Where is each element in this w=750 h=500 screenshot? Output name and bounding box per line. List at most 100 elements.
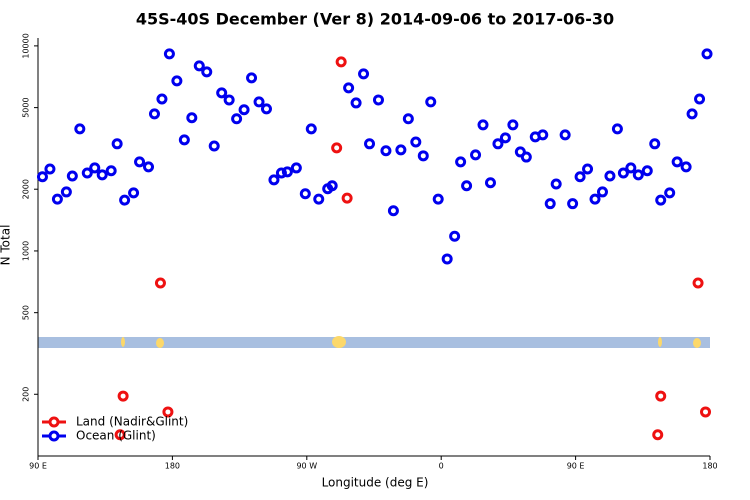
- point: [477, 119, 489, 131]
- x-tick-label: 180: [165, 462, 180, 471]
- y-axis-label: N Total: [0, 225, 13, 266]
- point: [559, 129, 571, 141]
- land-patch: [332, 336, 346, 348]
- point: [290, 162, 302, 174]
- point: [154, 277, 166, 289]
- point: [425, 96, 437, 108]
- land-patch: [121, 337, 125, 347]
- point: [186, 112, 198, 124]
- point: [455, 156, 467, 168]
- point: [162, 406, 174, 418]
- point: [632, 169, 644, 181]
- point: [372, 94, 384, 106]
- y-tick-label: 10000: [22, 33, 31, 58]
- point: [655, 194, 667, 206]
- point: [156, 93, 168, 105]
- legend-label: Land (Nadir&Glint): [76, 415, 188, 429]
- legend-marker: [48, 416, 60, 428]
- point: [105, 165, 117, 177]
- point: [223, 94, 235, 106]
- point: [171, 75, 183, 87]
- point: [246, 72, 258, 84]
- point: [343, 82, 355, 94]
- point: [358, 68, 370, 80]
- point: [470, 149, 482, 161]
- point: [331, 142, 343, 154]
- point: [193, 60, 205, 72]
- point: [60, 186, 72, 198]
- point: [231, 113, 243, 125]
- point: [686, 108, 698, 120]
- point: [671, 156, 683, 168]
- chart-title: 45S-40S December (Ver 8) 2014-09-06 to 2…: [136, 10, 614, 29]
- land-ocean-strip: [38, 336, 710, 348]
- point: [275, 167, 287, 179]
- point: [163, 48, 175, 60]
- x-tick-label: 90 W: [296, 462, 317, 471]
- point: [253, 96, 265, 108]
- point: [350, 97, 362, 109]
- point: [395, 144, 407, 156]
- point: [143, 161, 155, 173]
- point: [432, 193, 444, 205]
- point: [582, 163, 594, 175]
- point: [441, 253, 453, 265]
- land-patch: [156, 338, 164, 348]
- point: [387, 205, 399, 217]
- point: [364, 138, 376, 150]
- x-tick-label: 0: [439, 462, 444, 471]
- land-patch: [693, 338, 701, 348]
- point: [537, 129, 549, 141]
- point: [313, 193, 325, 205]
- point: [208, 140, 220, 152]
- point: [567, 198, 579, 210]
- point: [574, 171, 586, 183]
- point: [410, 136, 422, 148]
- point: [461, 180, 473, 192]
- x-tick-label: 90 E: [29, 462, 47, 471]
- point: [449, 230, 461, 242]
- point: [268, 174, 280, 186]
- x-axis-label: Longitude (deg E): [322, 476, 429, 490]
- point: [96, 169, 108, 181]
- point: [111, 138, 123, 150]
- point: [649, 138, 661, 150]
- point: [701, 48, 713, 60]
- point: [128, 187, 140, 199]
- point: [589, 193, 601, 205]
- point: [134, 156, 146, 168]
- point: [238, 104, 250, 116]
- point: [260, 103, 272, 115]
- point: [380, 145, 392, 157]
- point: [299, 188, 311, 200]
- point: [700, 406, 712, 418]
- y-tick-label: 200: [22, 387, 31, 402]
- point: [499, 132, 511, 144]
- point: [664, 187, 676, 199]
- point: [680, 161, 692, 173]
- y-tick-label: 5000: [22, 97, 31, 117]
- point: [507, 119, 519, 131]
- y-tick-label: 1000: [22, 241, 31, 261]
- point: [74, 123, 86, 135]
- point: [305, 123, 317, 135]
- point: [44, 163, 56, 175]
- point: [611, 123, 623, 135]
- point: [520, 151, 532, 163]
- point: [281, 166, 293, 178]
- point: [617, 167, 629, 179]
- point: [335, 56, 347, 68]
- point: [117, 390, 129, 402]
- point: [604, 170, 616, 182]
- point: [66, 170, 78, 182]
- land-patch: [658, 337, 662, 347]
- point: [341, 192, 353, 204]
- point: [201, 66, 213, 78]
- point: [625, 162, 637, 174]
- point: [178, 134, 190, 146]
- point: [596, 186, 608, 198]
- point: [550, 178, 562, 190]
- x-tick-label: 180: [702, 462, 717, 471]
- y-tick-label: 500: [22, 305, 31, 320]
